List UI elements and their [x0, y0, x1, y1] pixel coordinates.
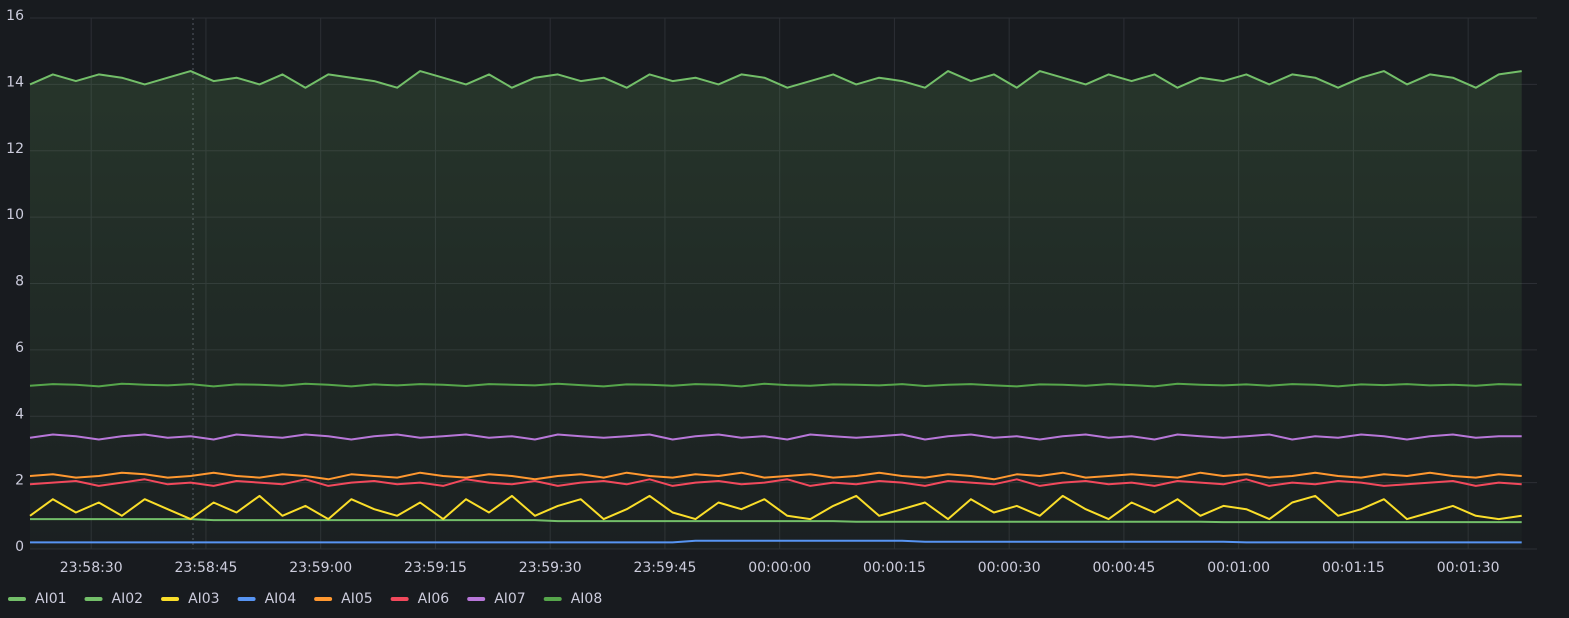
legend-label: AI01 [35, 591, 67, 607]
y-tick-label: 4 [15, 406, 24, 422]
legend-item: AI06 [390, 591, 450, 607]
legend-item: AI02 [84, 591, 144, 607]
x-tick-label: 23:58:45 [174, 560, 237, 576]
series-line [29, 494, 1522, 521]
x-tick-label: 00:01:15 [1322, 560, 1385, 576]
legend-label: AI03 [188, 591, 220, 607]
x-tick-label: 00:01:00 [1207, 560, 1270, 576]
legend-item: AI08 [543, 591, 603, 607]
x-tick-label: 23:58:30 [60, 560, 123, 576]
legend-label: AI06 [418, 591, 450, 607]
y-tick-label: 10 [6, 207, 24, 223]
y-tick-label: 16 [6, 8, 24, 24]
x-tick-label: 00:00:30 [978, 560, 1041, 576]
series-line [29, 70, 1522, 89]
y-tick-label: 14 [6, 74, 24, 90]
y-tick-label: 6 [15, 340, 24, 356]
legend-label: AI07 [494, 591, 526, 607]
series-line [30, 539, 1522, 544]
x-tick-label: 00:01:30 [1437, 560, 1500, 576]
x-tick-label: 00:00:15 [863, 560, 926, 576]
legend-item: AI04 [237, 591, 297, 607]
series-line [29, 471, 1522, 481]
legend-label: AI08 [571, 591, 603, 607]
legend-item: AI01 [8, 591, 67, 607]
x-tick-label: 23:59:45 [633, 560, 696, 576]
x-tick-label: 23:59:30 [519, 560, 582, 576]
x-tick-label: 23:59:00 [289, 560, 352, 576]
y-tick-label: 2 [15, 473, 24, 489]
y-tick-label: 12 [6, 141, 24, 157]
legend-label: AI02 [112, 591, 144, 607]
x-tick-label: 00:00:00 [748, 560, 811, 576]
legend-item: AI07 [467, 591, 526, 607]
y-tick-label: 8 [15, 274, 24, 290]
legend-item: AI05 [314, 591, 373, 607]
series-line [29, 433, 1522, 441]
series-line [29, 478, 1522, 487]
area-fill [30, 71, 1522, 549]
legend-item: AI03 [161, 591, 220, 607]
legend-label: AI04 [265, 591, 297, 607]
x-tick-label: 23:59:15 [404, 560, 467, 576]
y-tick-label: 0 [15, 539, 24, 555]
series-line [30, 518, 1522, 524]
series-line [29, 382, 1522, 388]
legend-label: AI05 [341, 591, 373, 607]
x-tick-label: 00:00:45 [1092, 560, 1155, 576]
